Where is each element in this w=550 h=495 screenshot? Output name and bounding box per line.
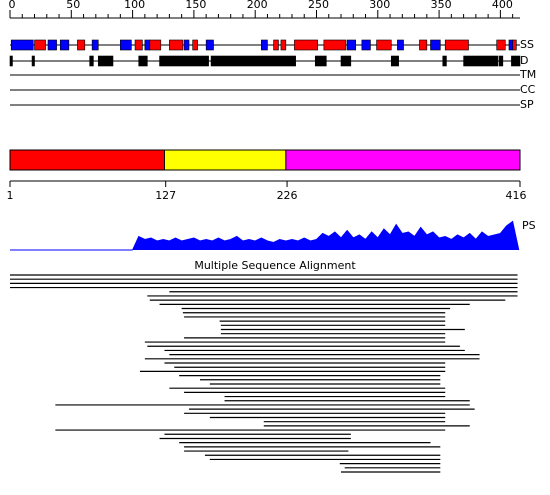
ruler-label: 300 [369, 0, 390, 11]
disorder-region [210, 55, 296, 67]
domain-label: 127 [155, 189, 176, 202]
ruler-label: 50 [66, 0, 80, 11]
strand [346, 39, 357, 51]
helix [273, 39, 279, 51]
ruler-label: 100 [124, 0, 145, 11]
disorder-region [97, 55, 114, 67]
ruler-label: 400 [492, 0, 513, 11]
helix [169, 39, 184, 51]
track-label: SS [520, 38, 534, 51]
disorder-region [314, 55, 327, 67]
track-label: TM [519, 68, 536, 81]
strand [10, 39, 34, 51]
msa-title: Multiple Sequence Alignment [194, 259, 356, 272]
disorder-region [89, 55, 94, 67]
helix [77, 39, 86, 51]
domain-label: 1 [7, 189, 14, 202]
disorder-region [159, 55, 209, 67]
disorder-region [511, 55, 521, 67]
ruler-label: 200 [247, 0, 268, 11]
disorder-region [9, 55, 13, 67]
track-label: D [520, 54, 528, 67]
strand [47, 39, 57, 51]
strand [120, 39, 132, 51]
strand [59, 39, 70, 51]
helix [419, 39, 428, 51]
domain [9, 149, 167, 171]
disorder-region [498, 55, 504, 67]
helix [192, 39, 198, 51]
strand [261, 39, 268, 51]
strand [91, 39, 99, 51]
domain [163, 149, 288, 171]
strand [183, 39, 190, 51]
helix [376, 39, 392, 51]
domain-label: 226 [277, 189, 298, 202]
strand [205, 39, 214, 51]
track-label: SP [520, 98, 534, 111]
ps-profile [132, 220, 520, 251]
disorder-region [463, 55, 499, 67]
helix [444, 39, 469, 51]
ps-label: PS [522, 219, 536, 232]
disorder-region [390, 55, 399, 67]
disorder-region [442, 55, 447, 67]
disorder-region [340, 55, 352, 67]
strand [397, 39, 404, 51]
helix [134, 39, 143, 51]
strand [361, 39, 371, 51]
helix [323, 39, 347, 51]
ruler-label: 250 [308, 0, 329, 11]
helix [496, 39, 506, 51]
strand [430, 39, 441, 51]
disorder-region [31, 55, 35, 67]
ruler-label: 150 [185, 0, 206, 11]
strand [144, 39, 151, 51]
domain-label: 416 [506, 189, 527, 202]
track-label: CC [520, 83, 536, 96]
helix [294, 39, 319, 51]
disorder-region [138, 55, 148, 67]
helix [280, 39, 287, 51]
strand [508, 39, 513, 51]
helix [512, 39, 517, 51]
ruler-label: 350 [431, 0, 452, 11]
ruler-label: 0 [9, 0, 16, 11]
helix [34, 39, 46, 51]
domain [285, 149, 521, 171]
helix [149, 39, 162, 51]
